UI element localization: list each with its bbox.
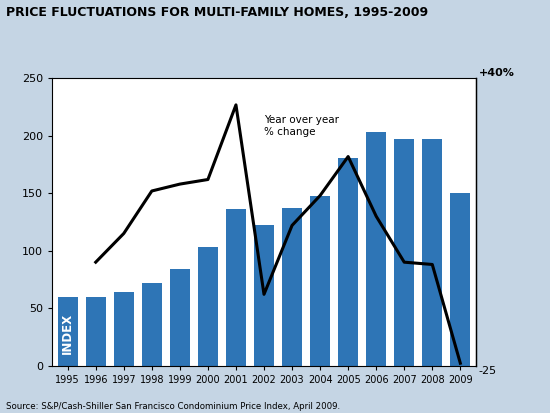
Text: Year over year
% change: Year over year % change	[264, 115, 339, 137]
Bar	[254, 225, 274, 366]
Text: Source: S&P/Cash-Shiller San Francisco Condominium Price Index, April 2009.: Source: S&P/Cash-Shiller San Francisco C…	[6, 402, 340, 411]
Bar	[422, 139, 442, 366]
Bar	[86, 297, 106, 366]
Bar	[310, 196, 330, 366]
Bar	[450, 193, 470, 366]
Text: -25: -25	[478, 366, 497, 375]
Bar	[226, 209, 246, 366]
Bar	[282, 208, 302, 366]
Bar	[58, 297, 78, 366]
Bar	[198, 247, 218, 366]
Text: INDEX: INDEX	[61, 313, 74, 354]
Bar	[394, 139, 414, 366]
Bar	[142, 283, 162, 366]
Bar	[170, 269, 190, 366]
Bar	[366, 133, 386, 366]
Text: PRICE FLUCTUATIONS FOR MULTI-FAMILY HOMES, 1995-2009: PRICE FLUCTUATIONS FOR MULTI-FAMILY HOME…	[6, 6, 428, 19]
Text: +40%: +40%	[478, 69, 514, 78]
Bar	[114, 292, 134, 366]
Bar	[338, 158, 358, 366]
